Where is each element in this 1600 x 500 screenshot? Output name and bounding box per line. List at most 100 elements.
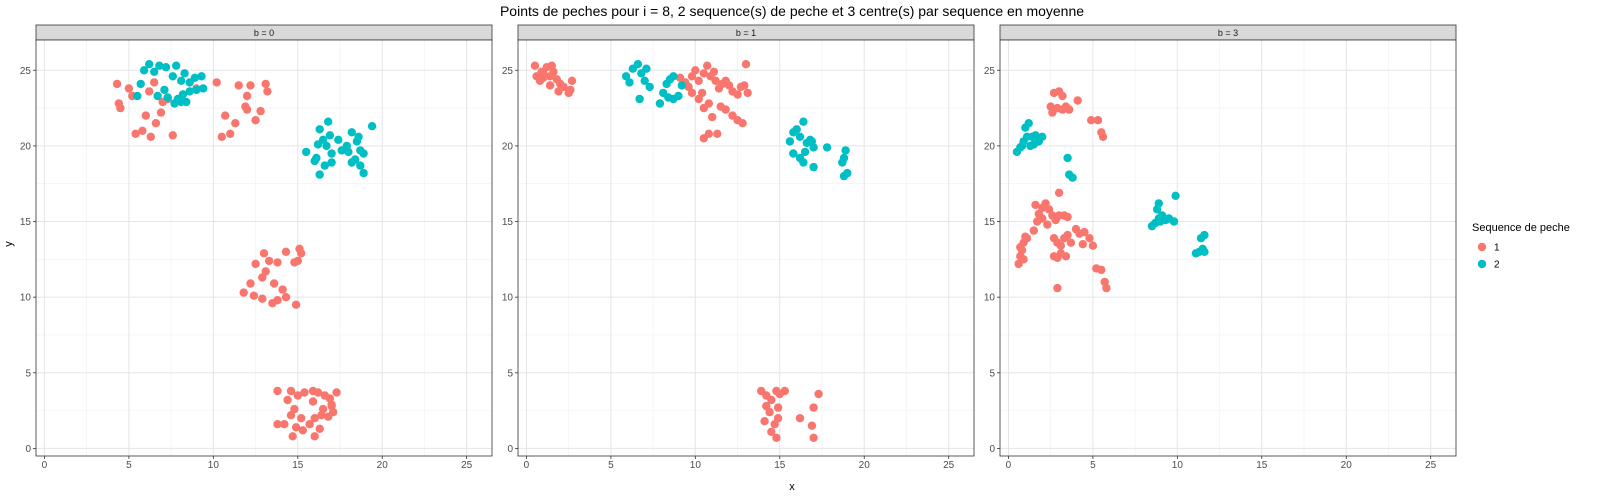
data-point: [1063, 212, 1072, 222]
data-point: [124, 84, 134, 93]
data-point: [320, 161, 329, 170]
series-1: [112, 78, 341, 441]
x-tick-label: 20: [377, 460, 389, 471]
data-point: [231, 119, 240, 128]
data-point: [141, 111, 150, 120]
data-point: [1043, 220, 1052, 229]
data-point: [760, 417, 769, 426]
data-point: [711, 76, 720, 86]
y-tick-label: 25: [20, 66, 32, 77]
data-point: [664, 93, 673, 102]
data-point: [633, 59, 643, 69]
data-point: [153, 91, 162, 101]
series-2: [1012, 119, 1209, 258]
data-point: [1065, 105, 1074, 114]
data-point: [640, 76, 649, 86]
data-point: [315, 424, 324, 433]
data-point: [807, 137, 817, 146]
data-point: [809, 403, 818, 412]
data-point: [150, 67, 159, 77]
legend-marker: [1477, 242, 1487, 252]
data-point: [822, 143, 832, 152]
data-point: [741, 59, 751, 69]
data-point: [259, 249, 269, 258]
data-point: [704, 129, 713, 138]
data-point: [356, 161, 365, 170]
data-point: [1029, 226, 1039, 235]
y-tick-label: 15: [20, 217, 32, 228]
x-tick-label: 10: [1172, 460, 1184, 471]
data-point: [180, 69, 189, 78]
legend-title: Sequence de peche: [1472, 222, 1570, 234]
data-point: [537, 67, 546, 77]
data-point: [251, 116, 260, 125]
plot-area: [518, 40, 974, 456]
data-point: [116, 103, 125, 113]
data-point: [713, 129, 722, 138]
data-point: [199, 84, 208, 93]
data-point: [645, 82, 654, 92]
data-point: [168, 72, 177, 81]
x-tick-label: 0: [42, 460, 48, 471]
data-point: [795, 132, 805, 141]
data-point: [293, 391, 302, 400]
y-tick-label: 20: [984, 141, 996, 152]
data-point: [281, 247, 291, 256]
grid: [1000, 40, 1456, 456]
data-point: [545, 81, 555, 90]
data-point: [799, 158, 808, 167]
data-point: [699, 69, 708, 78]
data-point: [1102, 283, 1111, 293]
data-point: [217, 132, 226, 141]
data-point: [694, 94, 703, 104]
x-tick-label: 5: [1090, 460, 1096, 471]
data-point: [704, 99, 713, 108]
data-point: [310, 432, 319, 441]
data-point: [1046, 102, 1055, 111]
data-point: [131, 129, 140, 138]
data-point: [1169, 217, 1179, 226]
data-point: [1061, 252, 1071, 261]
data-point: [313, 388, 323, 397]
data-point: [554, 87, 563, 96]
data-point: [1156, 217, 1165, 226]
data-point: [145, 59, 154, 69]
y-tick-label: 5: [989, 368, 995, 379]
data-point: [773, 403, 783, 412]
data-point: [182, 97, 191, 107]
data-point: [359, 168, 368, 178]
legend-label: 2: [1494, 260, 1500, 271]
x-tick-label: 25: [1425, 460, 1437, 471]
data-point: [625, 78, 634, 87]
data-point: [264, 256, 274, 266]
y-tick-label: 25: [984, 66, 996, 77]
data-point: [547, 61, 556, 70]
data-point: [1200, 230, 1209, 240]
data-point: [567, 76, 577, 86]
data-point: [242, 105, 252, 114]
data-point: [322, 141, 331, 151]
data-point: [329, 407, 338, 417]
data-point: [170, 99, 179, 108]
data-point: [1066, 238, 1076, 247]
panel-border: [999, 39, 1457, 457]
data-point: [305, 420, 314, 429]
data-point: [344, 147, 353, 157]
x-tick-label: 5: [126, 460, 132, 471]
data-point: [332, 388, 341, 397]
data-point: [767, 395, 776, 405]
y-tick-label: 5: [507, 368, 513, 379]
legend-label: 1: [1494, 243, 1500, 254]
data-point: [843, 168, 852, 178]
data-point: [635, 94, 644, 104]
data-point: [197, 72, 206, 81]
data-point: [268, 299, 277, 308]
data-point: [327, 158, 336, 167]
data-point: [281, 293, 291, 302]
facet-panel: b = 0 0 5 10 15 20 25 0 5 10 15 20 25: [20, 24, 493, 471]
data-point: [780, 386, 789, 396]
data-point: [172, 61, 181, 70]
legend-marker: [1477, 259, 1487, 269]
x-tick-label: 15: [1256, 460, 1268, 471]
data-point: [1063, 153, 1072, 163]
